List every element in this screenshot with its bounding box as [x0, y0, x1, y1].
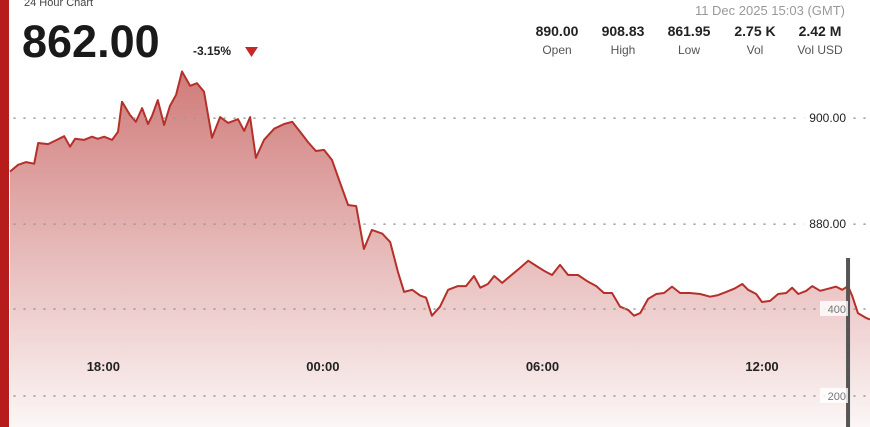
chart-title: 24 Hour Chart	[24, 0, 93, 9]
stat-value: 2.42 M	[799, 23, 842, 39]
price-line	[9, 70, 870, 321]
stats: 890.00 Open 908.83 High 861.95 Low 2.75 K Vol 2.…	[536, 23, 843, 57]
timestamp: 11 Dec 2025 15:03 (GMT)	[695, 3, 845, 18]
y2-tick-label: 200	[828, 391, 846, 403]
stat-label: Open	[542, 43, 571, 57]
x-tick-label: 00:00	[306, 359, 339, 374]
price: 862.00	[22, 16, 160, 67]
tick-label-bg	[820, 387, 848, 403]
stat-value: 861.95	[668, 23, 711, 39]
x-tick-label: 06:00	[526, 359, 559, 374]
y-tick-label: 900.00	[809, 111, 846, 125]
area-fill	[10, 71, 870, 427]
tick-label-bg	[796, 215, 850, 232]
stat-value: 2.75 K	[734, 23, 775, 39]
y2-tick-label: 400	[828, 304, 846, 316]
y-tick-label: 880.00	[809, 217, 846, 231]
volume-bar	[846, 258, 851, 427]
tick-label-bg	[820, 300, 848, 316]
stat-label: High	[611, 43, 636, 57]
x-tick-label: 12:00	[745, 359, 778, 374]
stat-label: Vol	[747, 43, 764, 57]
stat-value: 890.00	[536, 23, 579, 39]
plot-area: 880.00 900.00 200 400 18:00 00:00 06:00 12:00	[9, 70, 870, 427]
tick-label-bg	[796, 109, 850, 126]
change: -3.15%	[193, 44, 231, 58]
stat-label: Low	[678, 43, 700, 57]
accent-bar	[0, 0, 9, 427]
stat-label: Vol USD	[797, 43, 843, 57]
down-arrow	[245, 47, 258, 57]
x-tick-label: 18:00	[87, 359, 120, 374]
stat-value: 908.83	[602, 23, 645, 39]
